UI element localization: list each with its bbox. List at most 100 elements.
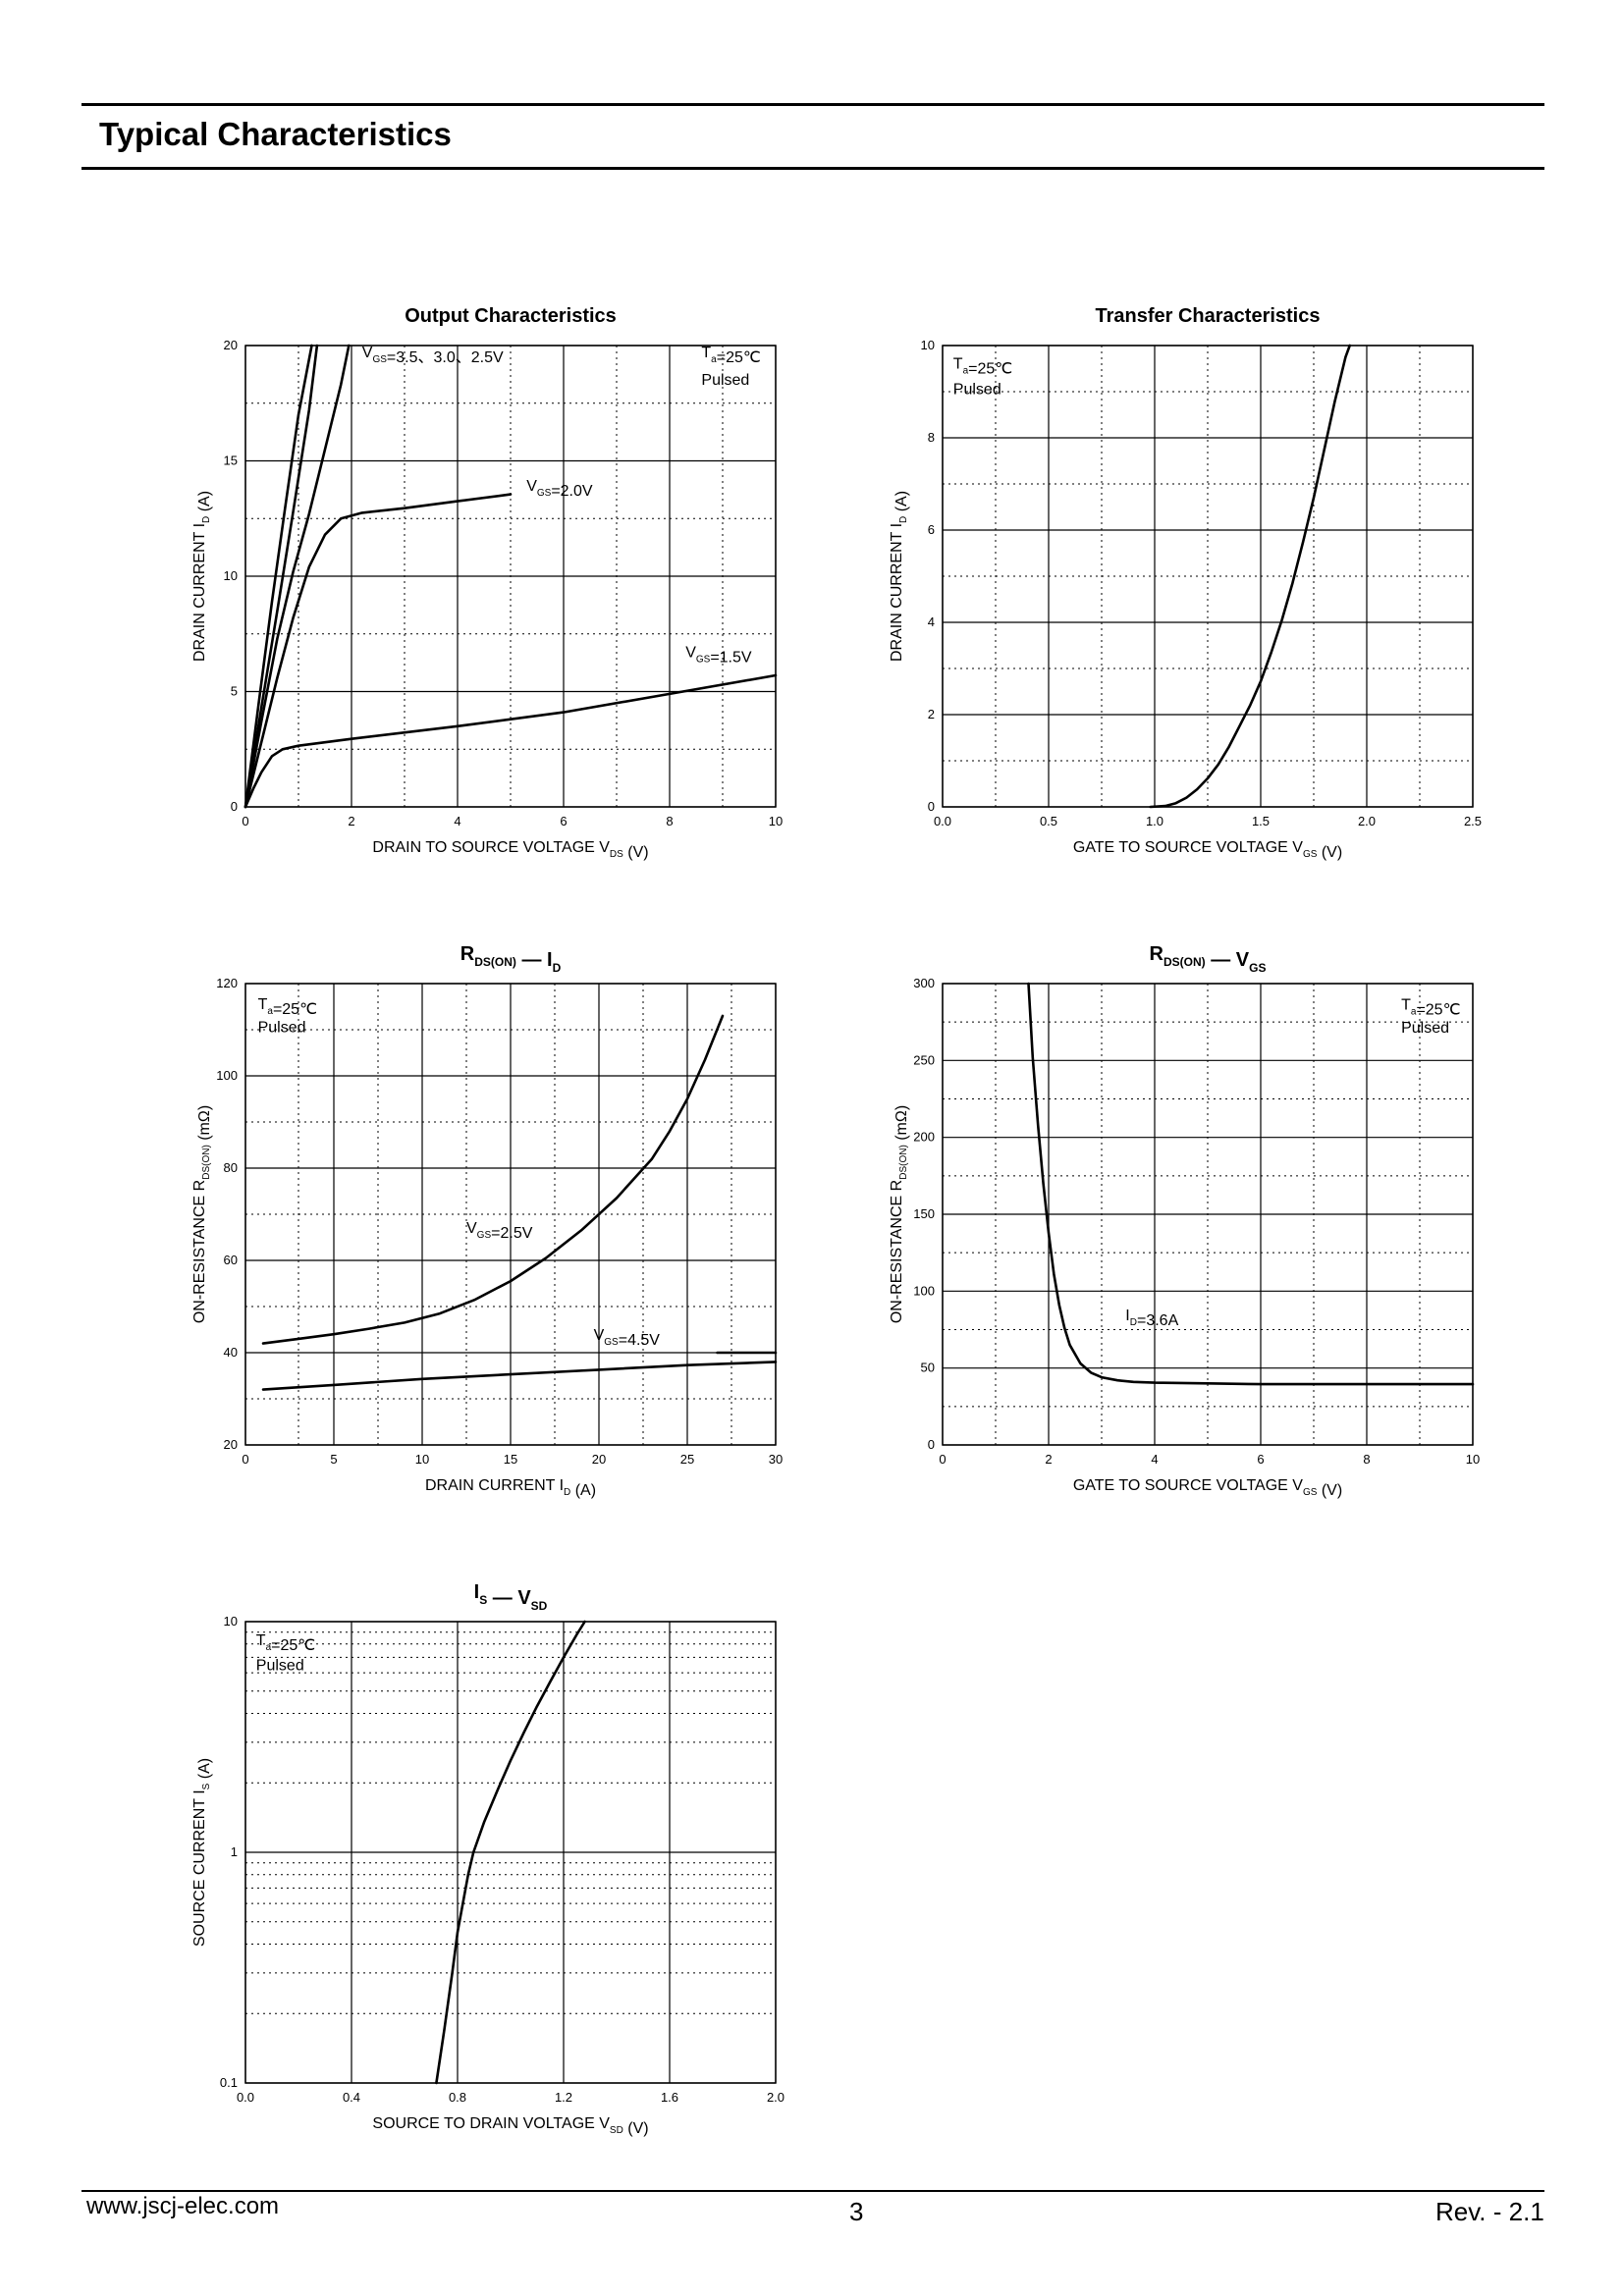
annotation-label: Pulsed: [953, 381, 1001, 398]
y-tick-label: 10: [224, 568, 238, 583]
x-tick-label: 30: [769, 1452, 783, 1467]
annotation-label: Pulsed: [1401, 1020, 1449, 1037]
title-underline: [81, 167, 1544, 170]
chart-title: RDS(ON) — ID: [460, 943, 562, 975]
chart-rds-vs-id: 0 5 10 15 20 25 30 20 40 60 80 100 120 RDS(ON) — ID DR…: [147, 933, 795, 1522]
x-axis-label: SOURCE TO DRAIN VOLTAGE VSD (V): [372, 2115, 648, 2137]
x-tick-label: 0: [242, 814, 248, 828]
plot-frame: [942, 983, 1474, 1446]
y-tick-label: 20: [224, 1437, 238, 1452]
footer-url[interactable]: www.jscj-elec.com: [86, 2193, 280, 2219]
chart-svg: 0.0 0.5 1.0 1.5 2.0 2.5 0 2 4 6 8 10 Transfer Charac…: [889, 305, 1482, 861]
x-tick-label: 2.5: [1464, 814, 1482, 828]
y-tick-label: 60: [224, 1253, 238, 1267]
page-number: 3: [849, 2197, 864, 2226]
x-tick-label: 4: [1151, 1452, 1158, 1467]
y-tick-label: 1: [231, 1844, 238, 1859]
y-tick-label: 4: [928, 614, 935, 629]
plot-frame: [244, 345, 777, 808]
y-tick-label: 0.1: [220, 2075, 238, 2090]
annotation-label: VGS=1.5V: [685, 644, 752, 666]
chart-is-vs-vsd: 0.0 0.4 0.8 1.2 1.6 2.0 0.1 1 10 IS — VSD SOURCE T…: [147, 1571, 795, 2160]
x-tick-label: 2: [348, 814, 354, 828]
annotation-label: VGS=2.0V: [526, 478, 593, 500]
x-tick-label: 15: [504, 1452, 517, 1467]
x-tick-label: 0.4: [343, 2090, 360, 2105]
top-rule: [81, 103, 1544, 106]
page-title: Typical Characteristics: [99, 116, 452, 152]
y-tick-label: 50: [921, 1361, 935, 1375]
chart-title: IS — VSD: [474, 1581, 548, 1613]
x-tick-label: 8: [666, 814, 673, 828]
y-tick-label: 0: [928, 1437, 935, 1452]
x-tick-label: 0.0: [237, 2090, 254, 2105]
x-tick-label: 6: [1257, 1452, 1264, 1467]
chart-output-characteristics: 0 2 4 6 8 10 0 5 10 15 20 Output Characteristics DRA…: [147, 294, 795, 883]
revision: Rev. - 2.1: [1435, 2197, 1544, 2226]
x-tick-label: 2: [1045, 1452, 1052, 1467]
y-tick-label: 80: [224, 1160, 238, 1175]
x-tick-label: 1.2: [555, 2090, 572, 2105]
series-line-1: [435, 1620, 586, 2085]
y-axis-label: DRAIN CURRENT ID (A): [889, 491, 910, 662]
annotation-label: Pulsed: [256, 1658, 304, 1675]
chart-title: Transfer Characteristics: [1095, 305, 1320, 327]
annotation-label: ID=3.6A: [1125, 1308, 1178, 1329]
y-tick-label: 120: [216, 976, 238, 990]
y-tick-label: 200: [913, 1130, 935, 1145]
x-tick-label: 0.0: [934, 814, 951, 828]
plot-frame: [244, 983, 777, 1446]
annotation-label: VGS=2.5V: [466, 1220, 533, 1242]
y-tick-label: 100: [216, 1068, 238, 1083]
y-tick-label: 2: [928, 707, 935, 721]
series-line-2: [261, 1361, 778, 1391]
x-tick-label: 1.5: [1252, 814, 1270, 828]
x-tick-label: 10: [415, 1452, 429, 1467]
x-tick-label: 0: [242, 1452, 248, 1467]
y-tick-label: 15: [224, 454, 238, 468]
x-tick-label: 0.5: [1040, 814, 1057, 828]
y-tick-label: 150: [913, 1206, 935, 1221]
x-tick-label: 25: [680, 1452, 694, 1467]
y-tick-label: 10: [224, 1614, 238, 1629]
annotation-label: Ta=25℃: [258, 996, 317, 1018]
series-line-2: [243, 344, 319, 809]
chart-svg: 0.0 0.4 0.8 1.2 1.6 2.0 0.1 1 10 IS — VSD SOURCE T…: [191, 1581, 784, 2137]
y-tick-label: 10: [921, 338, 935, 352]
y-axis-label: ON-RESISTANCE RDS(ON) (mΩ): [191, 1105, 213, 1323]
chart-title: RDS(ON) — VGS: [1150, 943, 1267, 975]
series-line-1: [1149, 344, 1352, 809]
plot-frame: [942, 345, 1474, 808]
x-axis-label: GATE TO SOURCE VOLTAGE VGS (V): [1073, 839, 1342, 861]
annotation-label: Ta=25℃: [1401, 997, 1460, 1019]
x-tick-label: 4: [454, 814, 460, 828]
x-tick-label: 2.0: [767, 2090, 784, 2105]
series-line-3: [243, 344, 351, 809]
annotation-label: VGS=3.5、3.0、2.5V: [362, 345, 504, 366]
chart-svg: 0 2 4 6 8 10 0 5 10 15 20 Output Characteristics DRA…: [191, 305, 783, 861]
y-axis-label: SOURCE CURRENT IS (A): [191, 1758, 213, 1947]
y-tick-label: 100: [913, 1283, 935, 1298]
annotation-label: Pulsed: [701, 372, 749, 389]
footer-rule: [81, 2190, 1544, 2192]
annotation-label: Ta=25℃: [256, 1632, 315, 1654]
x-axis-label: GATE TO SOURCE VOLTAGE VGS (V): [1073, 1477, 1342, 1499]
x-tick-label: 5: [330, 1452, 337, 1467]
y-tick-label: 40: [224, 1345, 238, 1360]
x-tick-label: 10: [769, 814, 783, 828]
chart-rds-vs-vgs: 0 2 4 6 8 10 0 50 100 150 200 250 300 RDS(ON) — VGS GA…: [844, 933, 1492, 1522]
chart-transfer-characteristics: 0.0 0.5 1.0 1.5 2.0 2.5 0 2 4 6 8 10 Transfer Charac…: [844, 294, 1492, 883]
chart-title: Output Characteristics: [405, 305, 617, 327]
annotation-label: VGS=4.5V: [594, 1327, 661, 1349]
x-tick-label: 1.0: [1146, 814, 1163, 828]
y-tick-label: 20: [224, 338, 238, 352]
y-tick-label: 250: [913, 1052, 935, 1067]
plot-frame: [244, 1621, 777, 2084]
x-tick-label: 0: [939, 1452, 946, 1467]
annotation-label: Ta=25℃: [953, 356, 1012, 378]
y-axis-label: DRAIN CURRENT ID (A): [191, 491, 213, 662]
y-tick-label: 0: [231, 799, 238, 814]
y-tick-label: 8: [928, 430, 935, 445]
x-tick-label: 2.0: [1358, 814, 1376, 828]
series-line-1: [1027, 982, 1475, 1386]
